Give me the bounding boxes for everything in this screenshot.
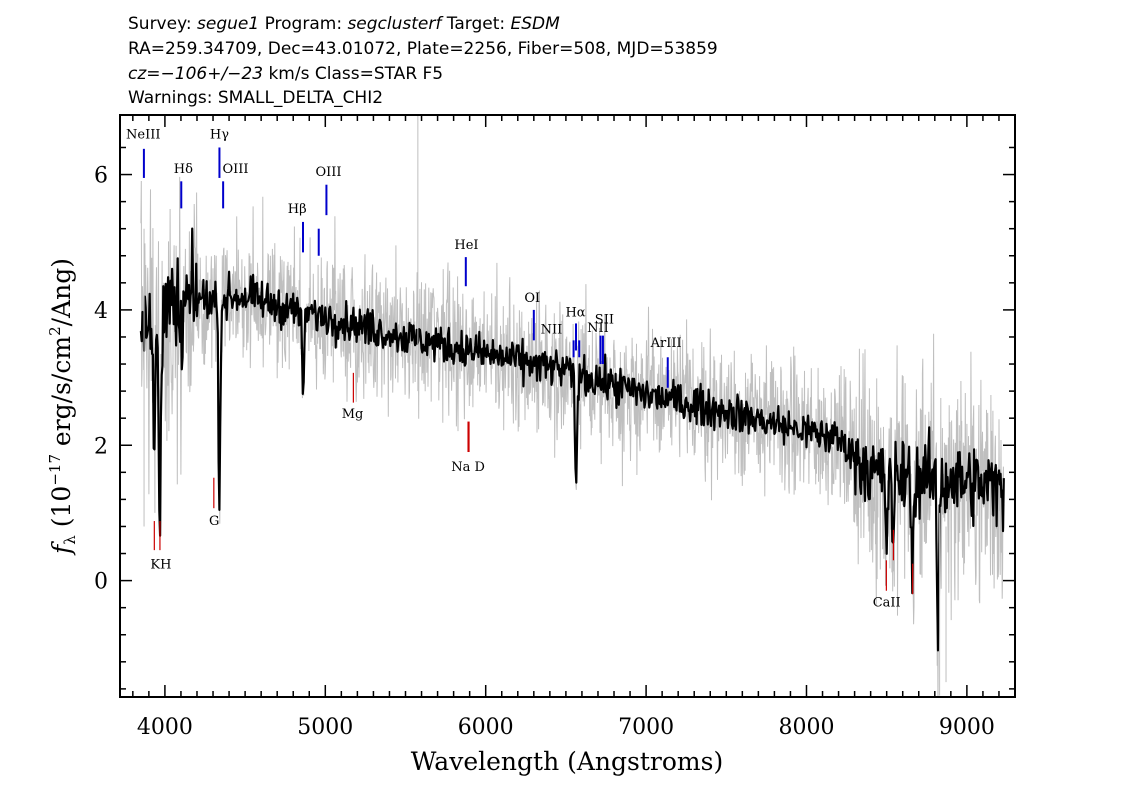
plot-frame xyxy=(119,114,1016,698)
spectral-line-label: OI xyxy=(524,291,540,306)
spectral-line-label: NII xyxy=(587,321,609,336)
spectral-line-label: SII xyxy=(595,312,614,327)
y-tick-label: 6 xyxy=(94,164,108,189)
spectral-line-label: Na D xyxy=(451,460,485,475)
spectral-line-label: NII xyxy=(541,323,563,338)
spectral-line-label: Hδ xyxy=(174,162,193,177)
header-line-coordinates: RA=259.34709, Dec=43.01072, Plate=2256, … xyxy=(128,39,718,59)
spectral-line-label: Mg xyxy=(342,407,364,422)
x-tick-label: 7000 xyxy=(618,715,674,740)
spectral-line-label: CaII xyxy=(873,595,901,610)
header-line-survey: Survey: segue1 Program: segclusterf Targ… xyxy=(128,14,560,34)
spectral-line-label: Hβ xyxy=(288,202,307,217)
spectral-line-label: ArIII xyxy=(650,336,682,351)
x-tick-label: 5000 xyxy=(297,715,353,740)
y-tick-label: 2 xyxy=(94,434,108,459)
axis-tick-labels: 4000 5000 6000 7000 8000 9000 0 2 4 6 xyxy=(94,164,995,740)
x-axis-title: Wavelength (Angstroms) xyxy=(411,747,723,776)
y-tick-label: 0 xyxy=(94,570,108,595)
spectral-line-label: OIII xyxy=(222,162,248,177)
spectral-line-label: HeI xyxy=(454,238,478,253)
spectral-line-label: OIII xyxy=(315,165,341,180)
line-markers xyxy=(142,147,914,595)
y-tick-label: 4 xyxy=(94,299,108,324)
x-tick-label: 6000 xyxy=(458,715,514,740)
line-labels: NeIIIHδHγOIIIHβOIIIHeIOINIIHαNIISIIArIII… xyxy=(126,128,901,611)
spectral-line-label: KH xyxy=(150,557,171,572)
spectral-line-label: Hγ xyxy=(210,128,229,143)
header-line-warnings: Warnings: SMALL_DELTA_CHI2 xyxy=(128,88,383,108)
spectral-line-label: Hα xyxy=(565,306,585,321)
x-tick-label: 8000 xyxy=(778,715,834,740)
x-tick-label: 9000 xyxy=(939,715,995,740)
flux-series xyxy=(139,227,1005,652)
axis-ticks xyxy=(120,115,1016,697)
spectral-line-label: G xyxy=(209,514,219,529)
y-axis-title: fλ (10−17 erg/s/cm2/Ang) xyxy=(46,258,79,556)
plot-data-layer xyxy=(139,115,1005,697)
x-tick-label: 4000 xyxy=(137,715,193,740)
spectral-line-label: NeIII xyxy=(126,128,160,143)
header-line-redshift: cz=−106+/−23 km/s Class=STAR F5 xyxy=(128,64,443,84)
error-series xyxy=(140,176,1005,697)
